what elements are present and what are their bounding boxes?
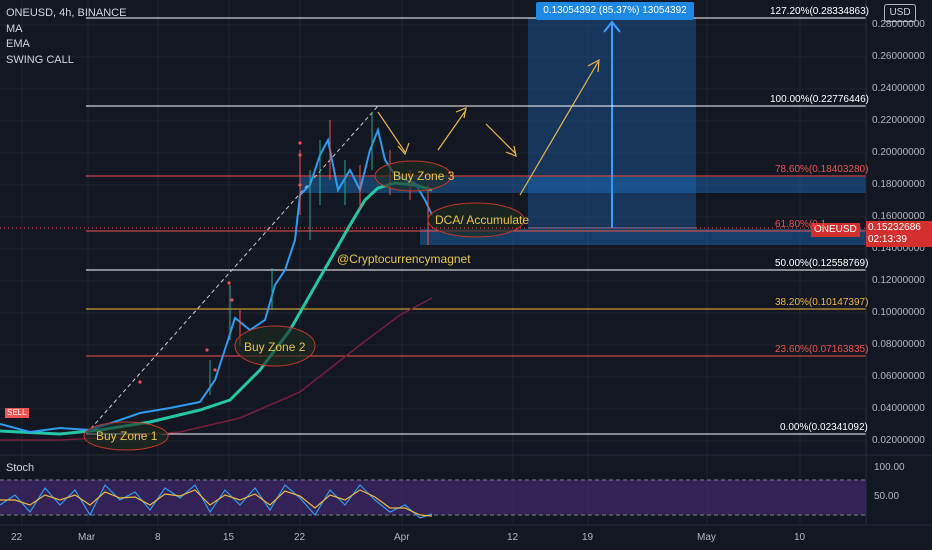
indicator-swing-call[interactable]: SWING CALL (6, 53, 74, 66)
fib-trend-line (85, 105, 379, 435)
time-tick: 15 (223, 532, 235, 543)
measure-label[interactable]: 0.13054392 (85.37%) 13054392 (536, 2, 694, 20)
indicator-ma[interactable]: MA (6, 22, 23, 35)
stoch-k (0, 483, 433, 519)
current-price-value: 0.15232686 (868, 222, 921, 233)
price-tick: 0.26000000 (872, 51, 925, 62)
stoch-tick-100: 100.00 (874, 462, 905, 473)
buy-zone-3-ellipse (374, 160, 452, 192)
price-tick: 0.18000000 (872, 179, 925, 190)
time-tick: May (697, 532, 716, 543)
currency-button[interactable]: USD (884, 4, 916, 22)
current-price-tag: 0.15232686 02:13:39 (866, 221, 932, 247)
stoch-d (0, 489, 433, 517)
fib-lines (86, 17, 866, 435)
fib-label-61: 61.80%(0.1 (775, 219, 827, 230)
stoch-title[interactable]: Stoch (6, 462, 35, 474)
ticker-tag: ONEUSD (811, 223, 860, 237)
price-tick: 0.04000000 (872, 403, 925, 414)
price-line (0, 126, 433, 434)
fib-label-38: 38.20%(0.10147397) (775, 297, 869, 308)
price-tick: 0.28000000 (872, 19, 925, 30)
fib-label-23: 23.60%(0.07163835) (775, 344, 869, 355)
time-tick: 19 (582, 532, 594, 543)
fib-label-50: 50.00%(0.12558769) (775, 258, 869, 269)
fib-label-127: 127.20%(0.28334863) (770, 6, 869, 17)
sell-signal-tag: SELL (5, 408, 29, 418)
time-tick: 10 (794, 532, 806, 543)
time-tick: Mar (78, 532, 96, 543)
author-label[interactable]: @Cryptocurrencymagnet (337, 252, 471, 266)
buy-zone-1-label[interactable]: Buy Zone 1 (96, 429, 158, 443)
symbol-title[interactable]: ONEUSD, 4h, BINANCE (6, 7, 127, 19)
fib-label-100: 100.00%(0.22776446) (770, 94, 869, 105)
price-tick: 0.22000000 (872, 115, 925, 126)
buy-zone-1-ellipse (83, 421, 169, 451)
candle-countdown: 02:13:39 (868, 234, 907, 245)
price-tick: 0.10000000 (872, 307, 925, 318)
price-tick: 0.14000000 (872, 243, 925, 254)
indicator-ema[interactable]: EMA (6, 38, 30, 50)
fib-label-78: 78.60%(0.18403280) (775, 164, 869, 175)
stoch-band (0, 480, 866, 515)
time-tick: 12 (507, 532, 519, 543)
ma-line (0, 297, 433, 441)
price-tick: 0.24000000 (872, 83, 925, 94)
price-tick: 0.02000000 (872, 435, 925, 446)
projection-path (377, 58, 600, 196)
price-tick: 0.20000000 (872, 147, 925, 158)
chart-legend: ONEUSD, 4h, BINANCE MA EMA SWING CALL (6, 6, 126, 68)
time-tick: 22 (11, 532, 23, 543)
swing-dots (138, 141, 302, 384)
fib-label-0: 0.00%(0.02341092) (780, 422, 868, 433)
buy-zone-2-label[interactable]: Buy Zone 2 (244, 340, 306, 354)
dca-label[interactable]: DCA/ Accumulate (435, 213, 530, 227)
support-band (420, 229, 866, 245)
price-tick: 0.08000000 (872, 339, 925, 350)
time-tick: 22 (294, 532, 306, 543)
price-tick: 0.16000000 (872, 211, 925, 222)
grid (0, 0, 866, 525)
price-axis[interactable]: 0.28000000 0.26000000 0.24000000 0.22000… (866, 0, 932, 455)
buy-zone-3-label[interactable]: Buy Zone 3 (393, 169, 455, 183)
price-tick: 0.06000000 (872, 371, 925, 382)
price-tick: 0.12000000 (872, 275, 925, 286)
stoch-tick-50: 50.00 (874, 491, 900, 502)
time-tick: Apr (394, 532, 410, 543)
buy-zone-2-ellipse (234, 325, 316, 367)
time-tick: 8 (155, 532, 161, 543)
